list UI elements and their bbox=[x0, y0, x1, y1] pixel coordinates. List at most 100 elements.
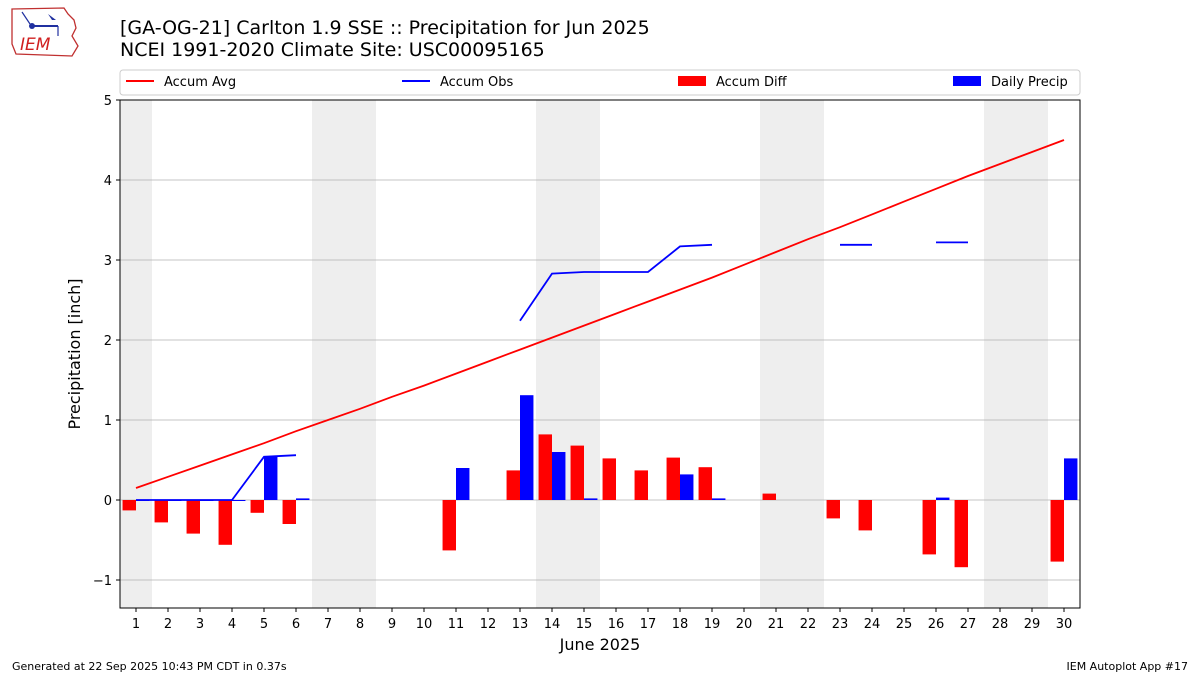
accum-diff-bar bbox=[250, 500, 264, 513]
accum-diff-bar bbox=[122, 500, 136, 511]
accum-diff-bar bbox=[762, 493, 776, 500]
x-tick-label: 28 bbox=[992, 617, 1009, 632]
legend: Accum Avg Accum Obs Accum Diff Daily Precip bbox=[119, 69, 1081, 96]
legend-label: Accum Obs bbox=[440, 75, 513, 90]
x-tick-label: 5 bbox=[260, 617, 268, 632]
accum-diff-bar bbox=[506, 470, 520, 500]
accum-diff-bar bbox=[826, 500, 840, 519]
iem-logo: IEM bbox=[8, 6, 80, 60]
daily-precip-bar bbox=[520, 395, 534, 500]
y-tick-label: 5 bbox=[104, 94, 112, 109]
legend-label: Accum Avg bbox=[164, 75, 236, 90]
legend-daily-precip: Daily Precip bbox=[953, 75, 1068, 90]
x-tick-label: 10 bbox=[416, 617, 433, 632]
x-tick-label: 15 bbox=[576, 617, 593, 632]
accum-obs-line bbox=[519, 243, 713, 322]
x-tick-label: 3 bbox=[196, 617, 204, 632]
x-tick-label: 13 bbox=[512, 617, 529, 632]
x-tick-label: 27 bbox=[960, 617, 977, 632]
y-tick-label: −1 bbox=[93, 574, 112, 589]
legend-label: Accum Diff bbox=[716, 75, 788, 90]
weekend-shading bbox=[120, 100, 1048, 608]
weekend-band bbox=[120, 100, 152, 608]
y-tick-label: 1 bbox=[104, 414, 112, 429]
x-tick-label: 2 bbox=[164, 617, 172, 632]
daily-precip-bar bbox=[296, 498, 310, 500]
daily-precip-bar bbox=[680, 474, 694, 500]
legend-label: Daily Precip bbox=[991, 75, 1068, 90]
daily-precip-bar bbox=[264, 456, 278, 500]
x-tick-label: 25 bbox=[896, 617, 913, 632]
weekend-band bbox=[984, 100, 1048, 608]
x-tick-label: 14 bbox=[544, 617, 561, 632]
y-tick-label: 4 bbox=[104, 174, 112, 189]
y-tick-label: 3 bbox=[104, 254, 112, 269]
x-tick-label: 22 bbox=[800, 617, 817, 632]
x-tick-label: 23 bbox=[832, 617, 849, 632]
y-axis-label: Precipitation [inch] bbox=[65, 278, 84, 429]
accum-diff-bar bbox=[698, 467, 712, 500]
x-tick-label: 30 bbox=[1056, 617, 1073, 632]
app-id: IEM Autoplot App #17 bbox=[1066, 660, 1189, 673]
legend-swatch bbox=[953, 76, 981, 86]
legend-accum-obs: Accum Obs bbox=[402, 75, 513, 90]
x-tick-label: 21 bbox=[768, 617, 785, 632]
accum-diff-bar bbox=[218, 500, 232, 545]
accum-avg-line bbox=[135, 139, 1065, 489]
generated-timestamp: Generated at 22 Sep 2025 10:43 PM CDT in… bbox=[12, 660, 287, 673]
x-tick-label: 8 bbox=[356, 617, 364, 632]
x-tick-label: 6 bbox=[292, 617, 300, 632]
chart-title: [GA-OG-21] Carlton 1.9 SSE :: Precipitat… bbox=[120, 17, 650, 61]
accum-diff-bar bbox=[666, 457, 680, 500]
x-axis-ticks: 1 2 3 4 5 6 7 8 9 10 11 12 13 14 15 16 17 18 19 20 21 22 23 24 2… bbox=[132, 608, 1072, 632]
daily-precip-bar bbox=[712, 498, 726, 500]
x-tick-label: 9 bbox=[388, 617, 396, 632]
accum-diff-bar bbox=[602, 458, 616, 500]
legend-accum-avg: Accum Avg bbox=[126, 75, 236, 90]
weekend-band bbox=[312, 100, 376, 608]
legend-box bbox=[119, 69, 1081, 96]
weekend-band bbox=[760, 100, 824, 608]
accum-diff-bar bbox=[954, 500, 968, 568]
title-line-2: NCEI 1991-2020 Climate Site: USC00095165 bbox=[120, 39, 545, 61]
accum-diff-bar bbox=[154, 500, 168, 523]
x-tick-label: 1 bbox=[132, 617, 140, 632]
x-tick-label: 19 bbox=[704, 617, 721, 632]
legend-swatch bbox=[678, 76, 706, 86]
accum-diff-bar bbox=[922, 500, 936, 555]
accum-diff-bar bbox=[186, 500, 200, 534]
x-tick-label: 24 bbox=[864, 617, 881, 632]
accum-diff-bar bbox=[858, 500, 872, 531]
plot-frame bbox=[119, 99, 1081, 609]
accum-diff-bar bbox=[570, 445, 584, 500]
x-tick-label: 26 bbox=[928, 617, 945, 632]
x-tick-label: 18 bbox=[672, 617, 689, 632]
lines bbox=[135, 139, 1065, 501]
accum-obs-line bbox=[136, 454, 297, 501]
daily-precip-bar bbox=[456, 468, 470, 500]
accum-diff-bar bbox=[282, 500, 296, 524]
x-tick-label: 12 bbox=[480, 617, 497, 632]
y-tick-label: 2 bbox=[104, 334, 112, 349]
bars bbox=[122, 395, 1078, 568]
daily-precip-bar bbox=[584, 498, 598, 500]
title-line-1: [GA-OG-21] Carlton 1.9 SSE :: Precipitat… bbox=[120, 17, 650, 39]
accum-diff-bar bbox=[634, 470, 648, 500]
x-tick-label: 29 bbox=[1024, 617, 1041, 632]
x-tick-label: 7 bbox=[324, 617, 332, 632]
x-tick-label: 11 bbox=[448, 617, 465, 632]
logo-text: IEM bbox=[20, 35, 51, 55]
weekend-band bbox=[536, 100, 600, 608]
x-tick-label: 20 bbox=[736, 617, 753, 632]
accum-diff-bar bbox=[538, 434, 552, 500]
accum-diff-bar bbox=[442, 500, 456, 551]
legend-accum-diff: Accum Diff bbox=[678, 75, 788, 90]
daily-precip-bar bbox=[232, 500, 246, 501]
y-tick-label: 0 bbox=[104, 494, 112, 509]
x-tick-label: 16 bbox=[608, 617, 625, 632]
x-axis-label: June 2025 bbox=[559, 635, 641, 654]
daily-precip-bar bbox=[936, 497, 950, 500]
accum-diff-bar bbox=[1050, 500, 1064, 562]
x-tick-label: 17 bbox=[640, 617, 657, 632]
